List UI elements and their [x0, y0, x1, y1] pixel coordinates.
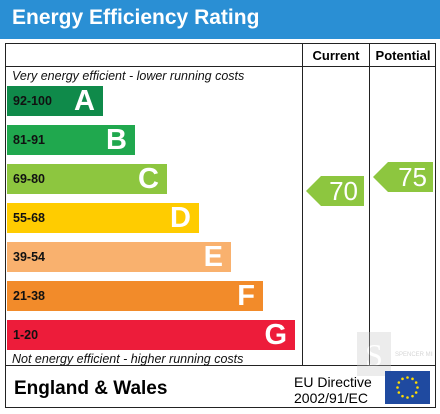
agent-logo-watermark: S SPENCER MILLINER — [357, 332, 433, 376]
band-range: 39-54 — [13, 250, 45, 264]
eu-flag-icon — [385, 371, 430, 404]
potential-arrow-shape — [373, 162, 433, 192]
band-range: 55-68 — [13, 211, 45, 225]
band-e: 39-54 E — [7, 241, 231, 273]
band-range: 21-38 — [13, 289, 45, 303]
band-b: 81-91 B — [7, 124, 135, 156]
potential-rating-value: 75 — [398, 162, 427, 192]
rating-table — [5, 43, 436, 408]
band-letter: B — [106, 124, 127, 156]
band-letter: D — [170, 202, 191, 234]
band-g: 1-20 G — [7, 319, 295, 351]
footer-divider — [5, 365, 436, 366]
band-c: 69-80 C — [7, 163, 167, 195]
top-caption: Very energy efficient - lower running co… — [12, 69, 245, 83]
band-a: 92-100 A — [7, 85, 103, 117]
band-letter: A — [74, 85, 95, 117]
header-divider — [5, 66, 436, 67]
page-title: Energy Efficiency Rating — [12, 6, 260, 29]
column-potential: Potential — [375, 48, 431, 63]
footer-country: England & Wales — [14, 378, 168, 399]
current-arrow-shape — [306, 176, 364, 206]
current-rating-arrow: 70 — [306, 176, 364, 206]
current-rating-value: 70 — [329, 176, 358, 206]
band-letter: F — [237, 280, 255, 312]
band-range: 81-91 — [13, 133, 45, 147]
divider-current — [302, 43, 303, 365]
potential-rating-arrow: 75 — [373, 162, 433, 192]
band-letter: E — [203, 241, 223, 273]
column-current: Current — [312, 48, 360, 63]
band-f: 21-38 F — [7, 280, 263, 312]
band-letter: G — [264, 319, 287, 351]
band-range: 1-20 — [13, 328, 39, 342]
band-letter: C — [138, 163, 159, 195]
band-range: 69-80 — [13, 172, 45, 186]
band-d: 55-68 D — [7, 202, 199, 234]
directive-line-2: 2002/91/EC — [294, 390, 368, 406]
band-range: 92-100 — [13, 94, 52, 108]
bottom-caption: Not energy efficient - higher running co… — [12, 352, 244, 366]
svg-text:S: S — [365, 337, 383, 373]
divider-potential — [369, 43, 370, 365]
svg-text:SPENCER MILLINER: SPENCER MILLINER — [395, 352, 433, 358]
eu-directive: EU Directive 2002/91/EC — [294, 374, 372, 406]
directive-line-1: EU Directive — [294, 374, 372, 390]
title-bar: Energy Efficiency Rating — [0, 0, 440, 39]
